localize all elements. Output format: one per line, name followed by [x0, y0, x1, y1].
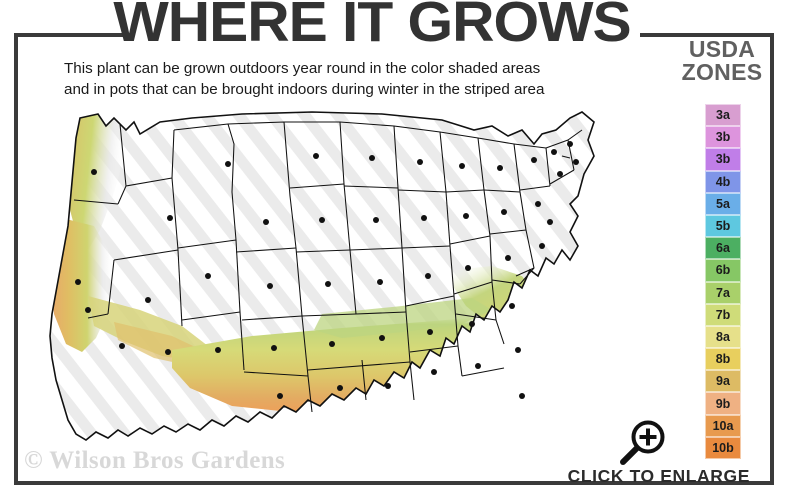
frame-bottom-segment: [14, 481, 774, 485]
frame-left-segment: [14, 33, 18, 485]
zone-swatch-4b-3: 4b: [705, 170, 741, 193]
zone-swatch-8b-11: 8b: [705, 348, 741, 371]
legend-heading-line-1: USDA: [688, 36, 756, 62]
zone-swatch-5b-5: 5b: [705, 214, 741, 238]
zone-swatch-10b-15: 10b: [705, 436, 741, 459]
page-title: WHERE IT GROWS: [113, 0, 631, 54]
zone-swatch-label: 5b: [715, 218, 731, 233]
subtitle-line-2: and in pots that can be brought indoors …: [64, 81, 545, 98]
subtitle-line-1: This plant can be grown outdoors year ro…: [64, 60, 541, 77]
zone-swatch-label: 7a: [716, 285, 730, 300]
frame-top-left-segment: [14, 33, 126, 37]
zone-swatch-7b-9: 7b: [705, 303, 741, 326]
state-borders: [73, 121, 583, 413]
zone-swatch-label: 9a: [716, 374, 730, 389]
usa-map-svg: [49, 111, 595, 441]
zone-swatch-label: 3b: [715, 130, 731, 145]
zone-swatch-9b-13: 9b: [705, 392, 741, 415]
frame-right-segment: [770, 33, 774, 485]
zone-swatch-8a-10: 8a: [705, 325, 741, 349]
zone-swatch-label: 3a: [716, 107, 730, 122]
magnifier-plus-icon[interactable]: [615, 418, 669, 468]
zone-swatch-6a-6: 6a: [705, 237, 741, 260]
zone-swatch-label: 10a: [712, 418, 734, 433]
click-to-enlarge-label[interactable]: CLICK TO ENLARGE: [567, 466, 750, 486]
zone-swatch-label: 10b: [712, 440, 734, 455]
zone-swatch-5a-4: 5a: [705, 192, 741, 215]
zone-swatch-7a-8: 7a: [705, 281, 741, 304]
zone-swatch-label: 5a: [716, 196, 730, 211]
zone-swatch-label: 4b: [715, 174, 731, 189]
zone-swatch-label: 8b: [715, 351, 731, 366]
zone-swatch-6b-7: 6b: [705, 259, 741, 282]
zone-swatch-3b-2: 3b: [705, 148, 741, 171]
frame-top-right-segment: [640, 33, 774, 37]
zone-swatch-label: 3b: [715, 152, 731, 167]
zone-swatch-label: 8a: [716, 329, 730, 344]
legend-heading-line-2: ZONES: [681, 59, 763, 85]
watermark-credit: © Wilson Bros Gardens: [24, 447, 286, 474]
legend-heading: USDA ZONES: [660, 38, 784, 84]
city-dots: [75, 141, 579, 399]
zone-swatch-10a-14: 10a: [705, 414, 741, 437]
zone-swatch-3a-0: 3a: [705, 104, 741, 127]
zone-swatch-label: 7b: [715, 307, 731, 322]
zone-swatch-label: 9b: [715, 396, 731, 411]
national-outline: [49, 111, 595, 441]
usda-zone-legend: 3a 3b 3b 4b 5a 5b 6a 6b 7a 7b 8a 8b 9a 9b 10a 10b: [705, 104, 741, 459]
usa-hardiness-map: [22, 100, 662, 470]
zone-swatch-9a-12: 9a: [705, 370, 741, 393]
zone-swatch-label: 6b: [715, 263, 731, 278]
subtitle-text: This plant can be grown outdoors year ro…: [64, 58, 634, 100]
zone-swatch-label: 6a: [716, 240, 730, 255]
zone-swatch-3b-1: 3b: [705, 126, 741, 149]
